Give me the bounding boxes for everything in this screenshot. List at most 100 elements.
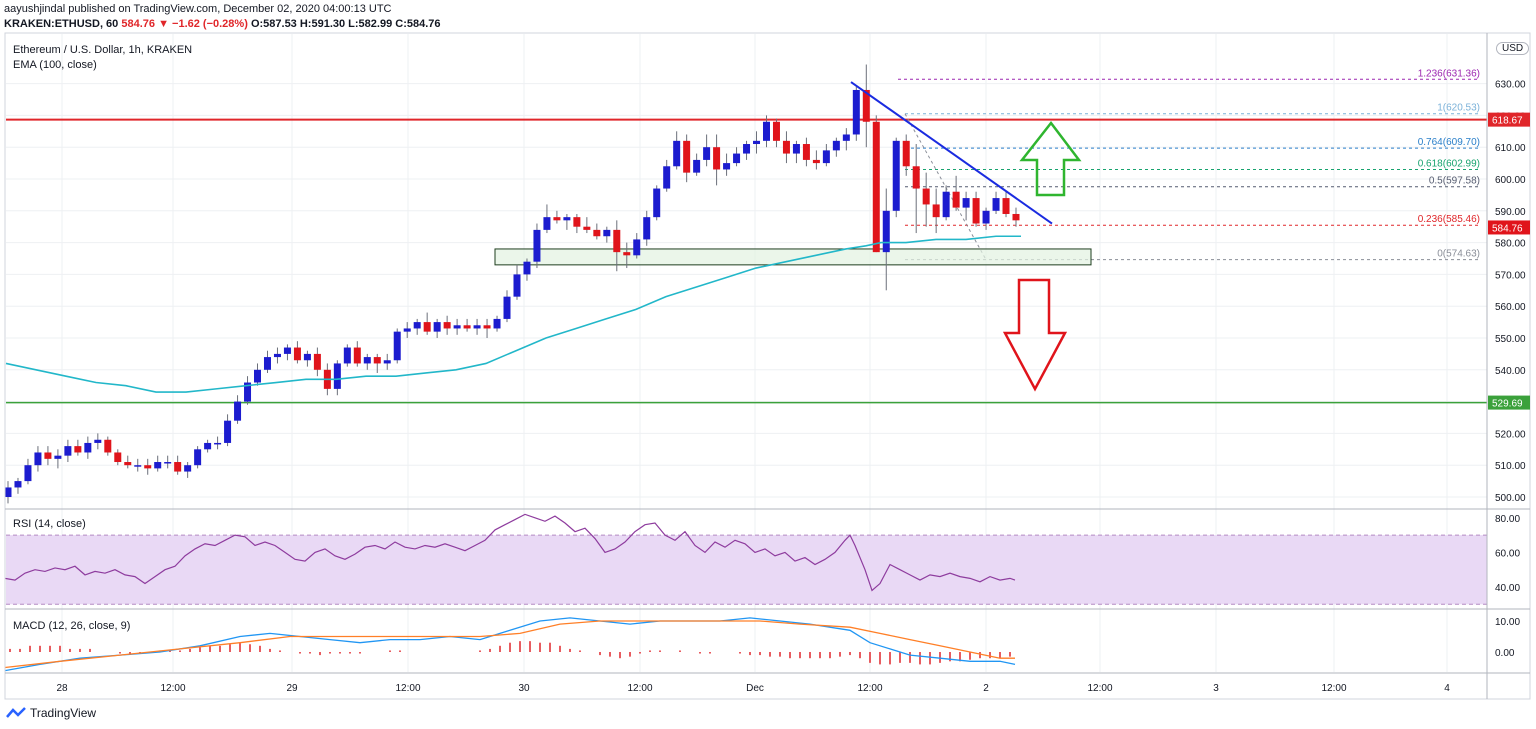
candle-body xyxy=(293,347,301,361)
candle-body xyxy=(224,420,232,443)
candle-body xyxy=(244,382,252,402)
candle-body xyxy=(423,322,431,332)
candle-body xyxy=(643,217,651,240)
candle-body xyxy=(343,347,351,364)
ema-legend: EMA (100, close) xyxy=(13,59,97,71)
resistance-price-tag: 618.67 xyxy=(1492,116,1523,127)
candle-body xyxy=(673,140,681,167)
signal-line xyxy=(4,620,1015,669)
symbol: KRAKEN:ETHUSD, 60 xyxy=(4,18,119,30)
currency-button[interactable]: USD xyxy=(1496,42,1530,55)
candle-body xyxy=(124,462,132,466)
price-tick-label: 550.00 xyxy=(1495,334,1526,345)
candle-body xyxy=(972,198,980,224)
candle-body xyxy=(373,357,381,364)
candle-body xyxy=(932,204,940,218)
support-zone-box xyxy=(494,248,1092,266)
fib-label: 0(574.63) xyxy=(1437,249,1480,260)
candle-body xyxy=(164,462,172,464)
fib-connector xyxy=(904,113,987,260)
candle-body xyxy=(792,144,800,154)
last-price: 584.76 xyxy=(121,18,156,30)
time-tick-label: 28 xyxy=(56,683,68,694)
tradingview-cloud-icon xyxy=(6,707,26,718)
candle-body xyxy=(772,121,780,141)
candle-body xyxy=(543,217,551,230)
candle-body xyxy=(333,363,341,389)
symbol-line: KRAKEN:ETHUSD, 60 584.76 ▼ −1.62 (−0.28%… xyxy=(4,18,441,30)
resistance-price-tag-bg xyxy=(1488,112,1530,127)
candle-body xyxy=(553,217,561,221)
candle-body xyxy=(832,140,840,151)
candle-body xyxy=(703,147,711,160)
candle-body xyxy=(1012,213,1020,221)
candlesticks xyxy=(4,64,1020,504)
macd-tick-label: 0.00 xyxy=(1495,648,1515,659)
candle-body xyxy=(84,442,92,453)
candle-body xyxy=(74,446,82,453)
candle-body xyxy=(753,140,761,145)
candle-body xyxy=(44,452,52,459)
last-price-tag-bg xyxy=(1488,220,1530,235)
candle-body xyxy=(872,121,880,253)
price-tick-label: 570.00 xyxy=(1495,270,1526,281)
candle-body xyxy=(34,452,42,466)
candle-body xyxy=(54,455,62,459)
candle-body xyxy=(24,465,32,482)
candle-body xyxy=(633,239,641,256)
candle-body xyxy=(762,121,770,141)
candle-body xyxy=(922,188,930,205)
candle-body xyxy=(663,166,671,189)
macd-legend: MACD (12, 26, close, 9) xyxy=(13,620,131,632)
fib-label: 1.236(631.36) xyxy=(1418,68,1480,79)
candle-body xyxy=(862,89,870,122)
axes xyxy=(4,32,1531,700)
candle-body xyxy=(104,439,112,453)
candle-body xyxy=(134,465,142,467)
candle-body xyxy=(214,442,222,445)
down-triangle-icon: ▼ xyxy=(158,18,169,30)
rsi-tick-label: 80.00 xyxy=(1495,514,1520,525)
candle-body xyxy=(313,353,321,370)
candle-body xyxy=(513,274,521,297)
candle-body xyxy=(303,353,311,361)
ema-line xyxy=(5,235,1021,393)
candle-body xyxy=(623,252,631,256)
candle-body xyxy=(523,261,531,275)
candle-body xyxy=(473,325,481,329)
candle-body xyxy=(613,229,621,253)
tradingview-logo[interactable]: TradingView xyxy=(6,706,96,720)
candle-body xyxy=(992,198,1000,211)
candle-body xyxy=(154,462,162,469)
candle-body xyxy=(4,487,12,497)
macd-line xyxy=(4,617,1016,672)
candle-body xyxy=(573,217,581,227)
candle-body xyxy=(952,191,960,208)
fibonacci-levels: 1.236(631.36) 1(620.53) 0.764(609.70) 0.618… xyxy=(898,68,1480,261)
candle-body xyxy=(144,465,152,469)
candle-body xyxy=(892,140,900,211)
candle-body xyxy=(583,226,591,230)
candle-body xyxy=(483,325,491,329)
candle-body xyxy=(184,465,192,472)
price-tick-label: 600.00 xyxy=(1495,175,1526,186)
price-tick-label: 560.00 xyxy=(1495,302,1526,313)
trendline xyxy=(850,81,1053,225)
candle-body xyxy=(94,439,102,443)
candle-body xyxy=(962,198,970,208)
candle-body xyxy=(912,166,920,189)
rsi-shade xyxy=(6,535,1487,605)
time-tick-label: 12:00 xyxy=(395,683,420,694)
last-price-tag: 584.76 xyxy=(1492,223,1523,234)
candle-body xyxy=(353,347,361,364)
up-arrow xyxy=(1019,120,1082,197)
candle-body xyxy=(204,442,212,450)
candle-body xyxy=(743,144,751,154)
chart-frame xyxy=(4,32,1531,700)
fib-label: 0.5(597.58) xyxy=(1429,176,1480,187)
time-tick-label: Dec xyxy=(746,683,764,694)
price-tick-label: 500.00 xyxy=(1495,493,1526,504)
candle-body xyxy=(453,325,461,329)
support-price-tag-bg xyxy=(1488,395,1530,410)
